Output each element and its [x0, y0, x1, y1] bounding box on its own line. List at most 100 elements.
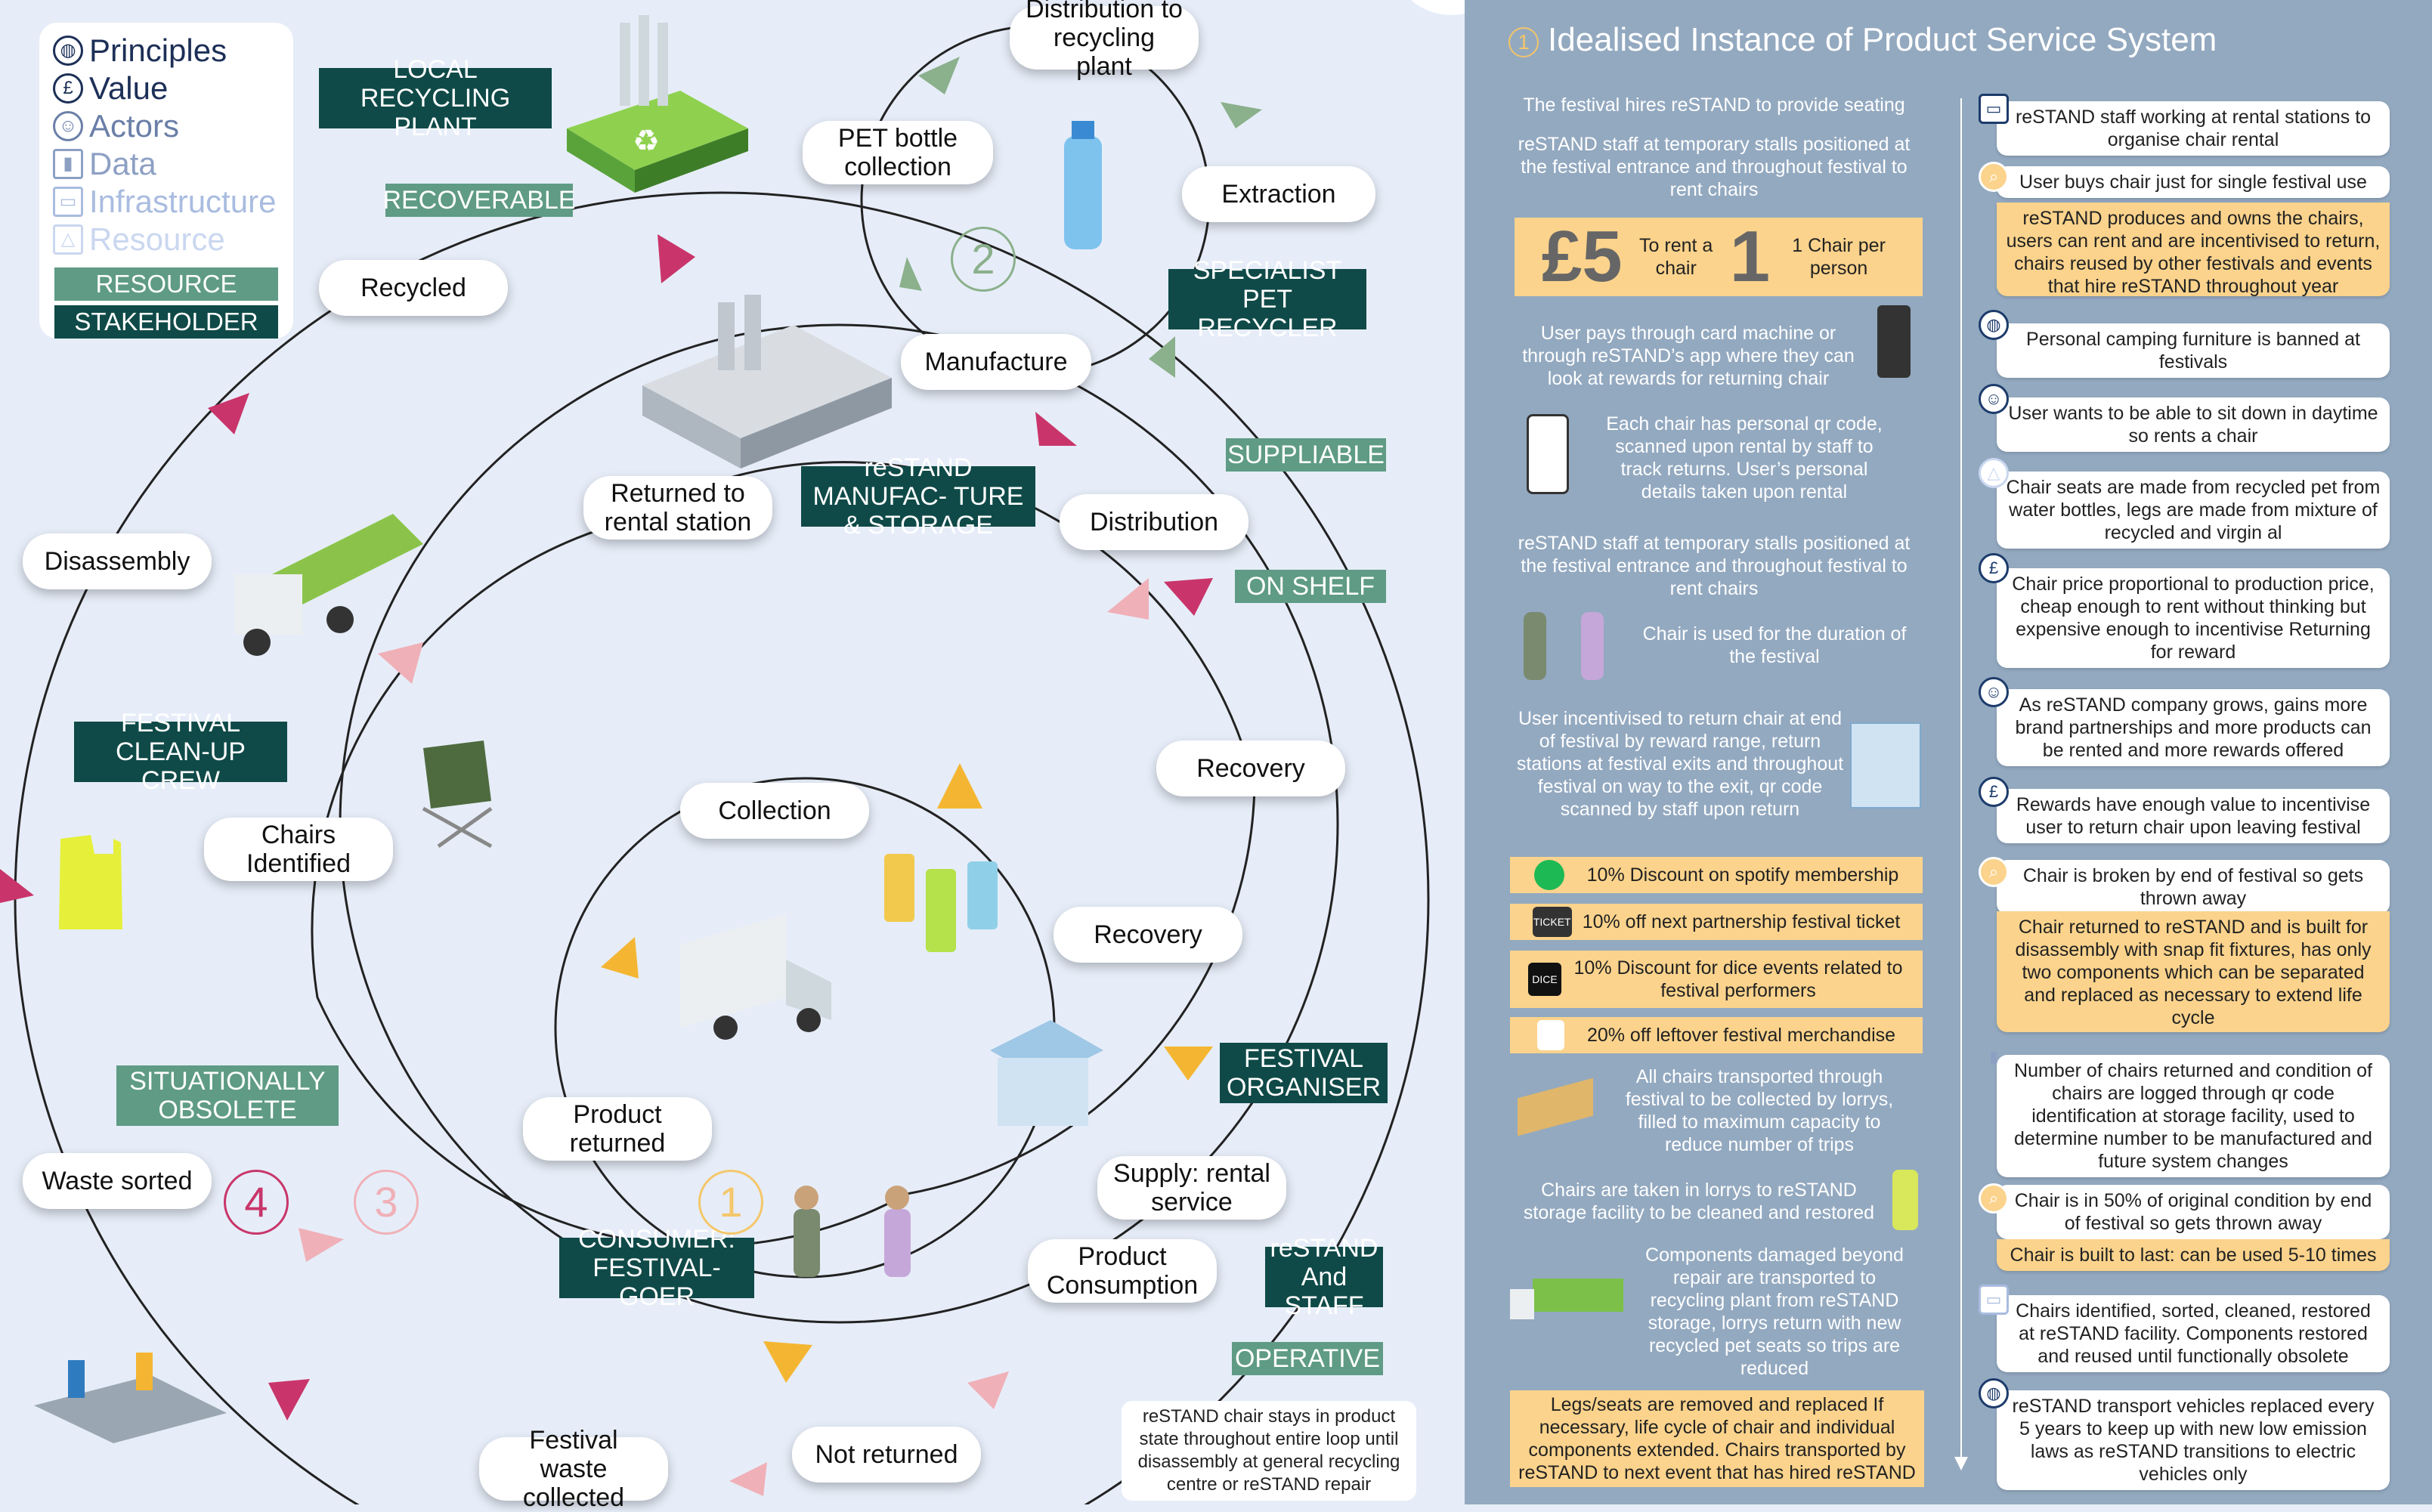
- node-distribution-to-recycling: Distribution to recycling plant: [1010, 0, 1199, 81]
- loop-number-4: 4: [224, 1170, 289, 1235]
- card-machine-icon: [1877, 305, 1911, 378]
- card: Chair is broken by end of festival so ge…: [1997, 860, 2390, 914]
- legend-stakeholder: STAKEHOLDER: [54, 305, 278, 339]
- people-icon: ☺: [1979, 677, 2009, 707]
- tag-suppliable: SUPPLIABLE: [1226, 438, 1386, 472]
- arrow-yellow: [763, 1341, 812, 1383]
- phone-qr-icon: [1527, 414, 1569, 494]
- per-person-label: 1 Chair per person: [1792, 235, 1886, 279]
- panel-number: 1: [1508, 27, 1539, 57]
- card: User buys chair just for single festival…: [1997, 166, 2390, 198]
- node-recycled: Recycled: [319, 260, 508, 316]
- hi-vis-vest-illustration: [59, 835, 122, 929]
- panel-text: Chair is used for the duration of the fe…: [1642, 623, 1907, 667]
- panel-text: The festival hires reSTAND to provide se…: [1523, 94, 1905, 116]
- reward-dice: DICE 10% Discount for dice events relate…: [1510, 951, 1923, 1008]
- legend-data: ▮ Data: [53, 147, 156, 181]
- garbage-truck-illustration: [234, 514, 423, 656]
- price-label: To rent a chair: [1639, 235, 1713, 279]
- sitting-people-icon: [1513, 604, 1626, 688]
- legend-resource: △ Resource: [53, 222, 225, 257]
- arrow-green: [1221, 102, 1262, 128]
- price-value: £5: [1541, 216, 1623, 297]
- tag-consumer-festival-goer: CONSUMER: FESTIVAL-GOER: [559, 1225, 754, 1311]
- reward-text: 20% off leftover festival merchandise: [1586, 1025, 1896, 1046]
- recycling-plant-illustration: ♻: [567, 15, 748, 193]
- panel-text: reSTAND staff at temporary stalls positi…: [1518, 134, 1911, 200]
- arrow-lightpink: [378, 642, 423, 684]
- flask-icon: △: [53, 224, 83, 255]
- legend-label: Principles: [89, 32, 227, 68]
- arrow-pink: [658, 234, 695, 283]
- search-icon: ⌕: [1979, 1183, 2009, 1214]
- product-service-system-panel: 1 Idealised Instance of Product Service …: [1465, 0, 2432, 1504]
- node-pet-bottle-collection: PET bottle collection: [803, 121, 993, 184]
- node-recovery-inner: Recovery: [1054, 907, 1242, 963]
- pound-coin-icon: £: [53, 73, 83, 104]
- dice-icon: DICE: [1528, 963, 1561, 996]
- timeline-arrow-icon: [1954, 1457, 1968, 1470]
- arrow-lightpink: [1107, 578, 1149, 620]
- arrow-yellow: [1164, 1047, 1213, 1081]
- legend: ◍ Principles £ Value ☺ Actors ▮ Data ▭ I…: [39, 23, 293, 339]
- search-icon: ⌕: [1979, 162, 2009, 192]
- node-disassembly: Disassembly: [23, 533, 212, 589]
- node-chairs-identified: Chairs Identified: [204, 818, 393, 881]
- card: reSTAND produces and owns the chairs, us…: [1997, 203, 2390, 297]
- panel-text: All chairs transported through festival …: [1625, 1066, 1894, 1155]
- panel-text: reSTAND staff at temporary stalls positi…: [1518, 533, 1911, 599]
- legend-value: £ Value: [53, 71, 168, 106]
- panel-text: Chairs are taken in lorrys to reSTAND st…: [1523, 1180, 1875, 1223]
- people-icon: ☺: [53, 111, 83, 141]
- arrow-pink: [0, 869, 34, 903]
- node-collection: Collection: [680, 783, 869, 839]
- return-station-icon: [1850, 722, 1921, 809]
- card: As reSTAND company grows, gains more bra…: [1997, 689, 2390, 766]
- arrow-pink: [208, 393, 249, 434]
- legend-label: Value: [89, 70, 169, 106]
- card: Chair is in 50% of original condition by…: [1997, 1185, 2390, 1239]
- truck-icon: ▭: [1979, 1285, 2009, 1315]
- loop-number-1: 1: [698, 1170, 763, 1235]
- cleaning-bottles-illustration: [884, 854, 998, 952]
- lorry-icon: [1510, 1073, 1601, 1141]
- reward-text: 10% Discount on spotify membership: [1586, 864, 1899, 886]
- card: reSTAND transport vehicles replaced ever…: [1997, 1390, 2390, 1490]
- tag-recoverable: RECOVERABLE: [382, 184, 576, 217]
- sorting-workers-illustration: [34, 1353, 227, 1443]
- reward-spotify: 10% Discount on spotify membership: [1510, 857, 1923, 893]
- loop-diagram: ♻: [0, 15, 1430, 1504]
- globe-icon: ◍: [53, 36, 83, 66]
- card: User wants to be able to sit down in day…: [1997, 397, 2390, 452]
- pound-coin-icon: £: [1979, 777, 2009, 807]
- panel-text: Each chair has personal qr code, scanned…: [1606, 413, 1883, 502]
- card: Chair is built to last: can be used 5-10…: [1997, 1239, 2390, 1271]
- node-not-returned: Not returned: [792, 1427, 981, 1483]
- legend-principles: ◍ Principles: [53, 33, 227, 68]
- node-product-returned: Product returned: [523, 1097, 712, 1161]
- pricing-box: £5 To rent a chair 1 1 Chair per person: [1515, 218, 1923, 296]
- arrow-pink: [268, 1379, 310, 1421]
- rental-stand-illustration: [990, 1020, 1103, 1126]
- tag-restand-manufacture: reSTAND MANUFAC- TURE & STORAGE: [801, 453, 1035, 540]
- reward-text: 10% Discount for dice events related to …: [1573, 957, 1903, 1001]
- legend-label: Infrastructure: [89, 184, 277, 219]
- legend-label: Actors: [89, 108, 180, 144]
- arrow-lightpink: [967, 1371, 1009, 1409]
- tag-restand-staff: reSTAND And STAFF: [1265, 1234, 1383, 1320]
- arrow-lightpink: [729, 1462, 767, 1496]
- loop-ring-3-arc: [311, 461, 1256, 1248]
- node-supply-rental-service: Supply: rental service: [1097, 1156, 1286, 1220]
- arrow-green: [918, 57, 960, 94]
- loop-number-2: 2: [951, 227, 1016, 292]
- node-manufacture: Manufacture: [901, 334, 1091, 390]
- delivery-truck-illustration: [680, 914, 831, 1040]
- spotify-icon: [1533, 860, 1564, 890]
- svg-text:♻: ♻: [633, 125, 660, 158]
- reward-text: 10% off next partnership festival ticket: [1582, 911, 1901, 932]
- legend-actors: ☺ Actors: [53, 109, 179, 144]
- truck-icon: ▭: [53, 187, 83, 217]
- node-extraction: Extraction: [1182, 166, 1375, 222]
- water-bottle-illustration: [1064, 121, 1102, 249]
